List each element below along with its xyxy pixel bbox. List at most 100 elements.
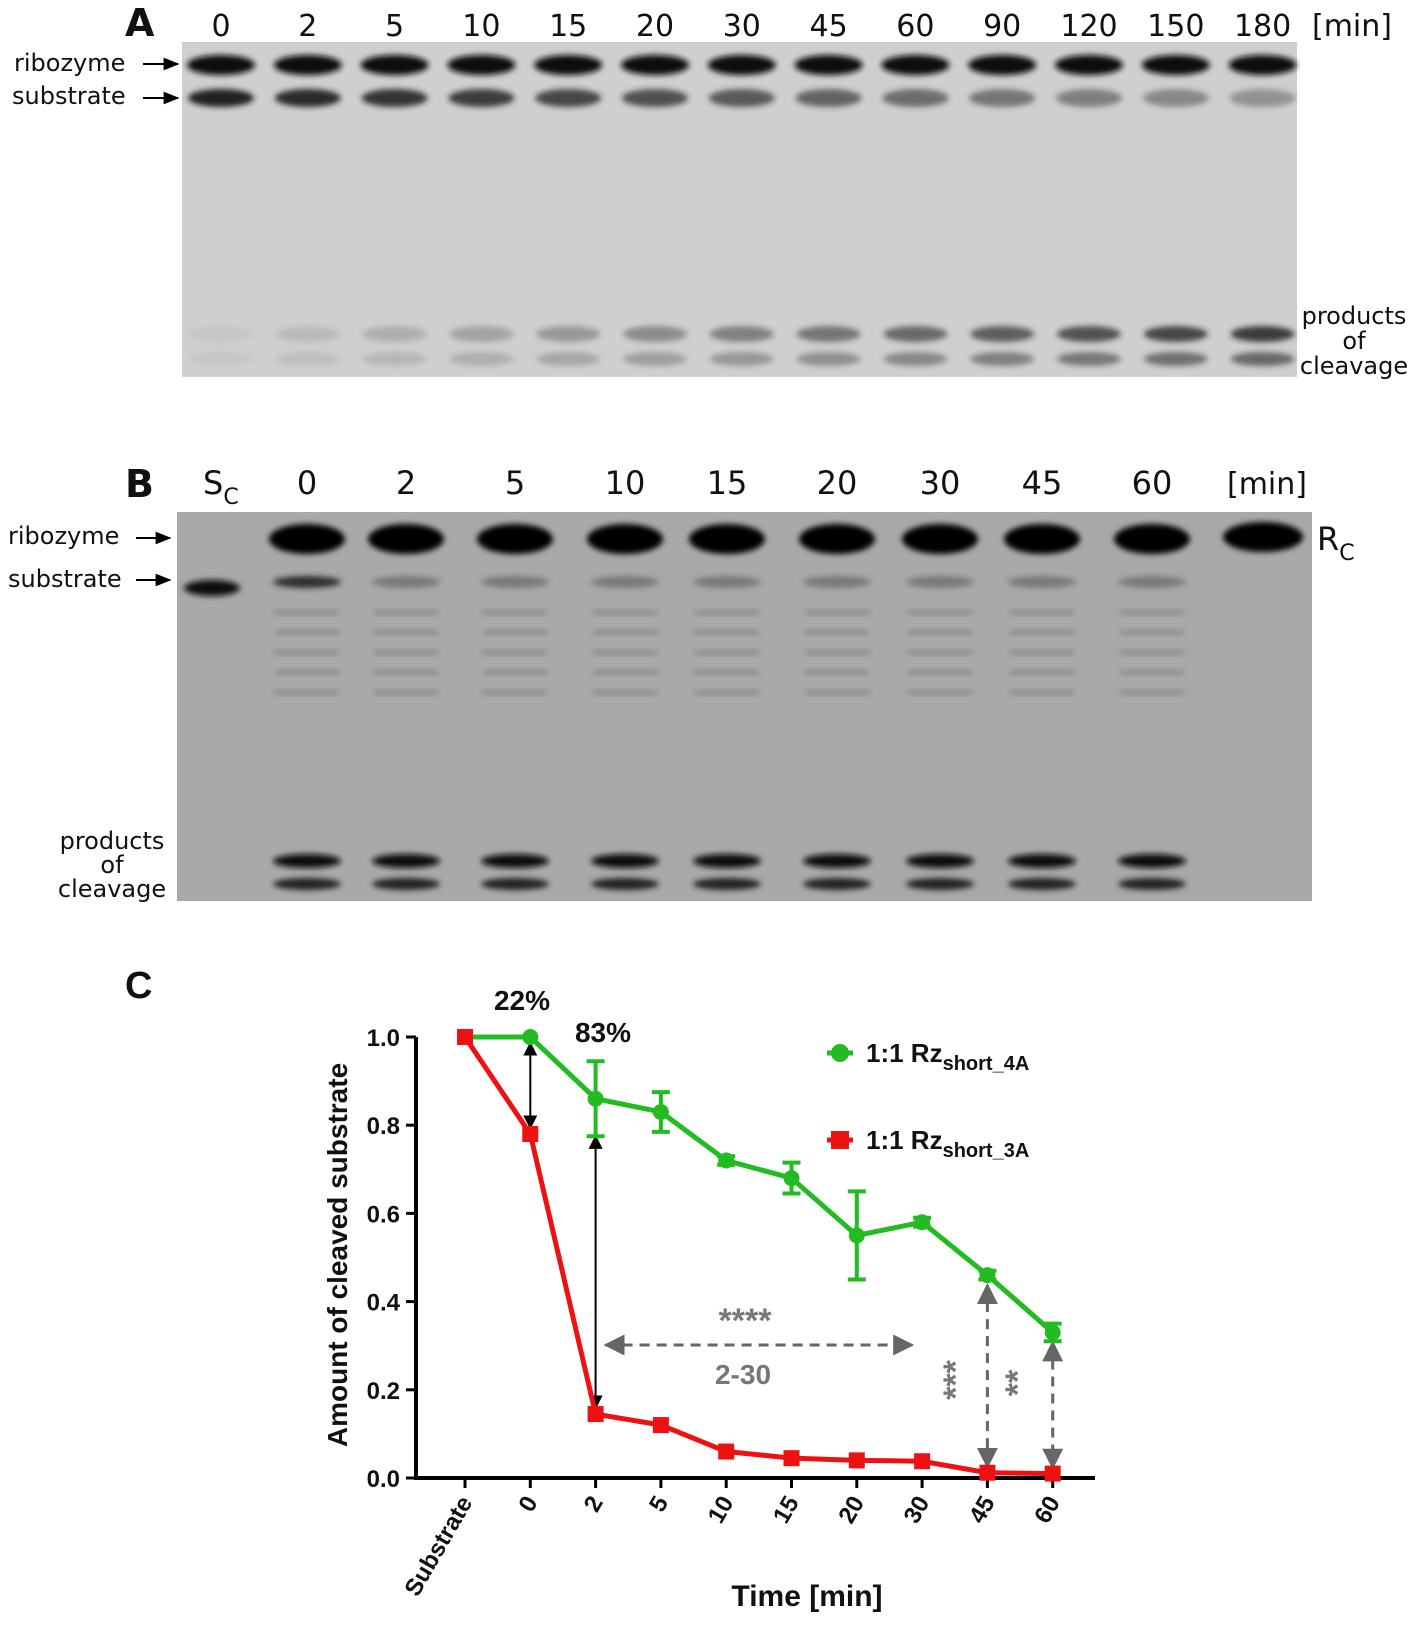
legend-label: 1:1 Rzshort_3A	[866, 1125, 1029, 1162]
band	[481, 854, 549, 868]
band	[587, 524, 663, 554]
band	[374, 690, 438, 695]
band	[591, 878, 659, 890]
chart: 0.0 0.2 0.4 0.6 0.8 1.0 Substrate 0 2 5 10 15 20 30 45…	[367, 985, 1095, 1601]
band	[1120, 610, 1184, 615]
legend-name: 1:1 Rz	[866, 1125, 943, 1155]
marker	[914, 1214, 931, 1231]
band	[908, 610, 972, 615]
band	[1118, 878, 1186, 890]
band	[593, 610, 657, 615]
band	[908, 630, 972, 635]
annotation: 22%	[494, 985, 550, 1016]
band	[1010, 670, 1074, 675]
lane-label: 10	[605, 464, 646, 502]
marker	[1044, 1465, 1061, 1482]
band	[622, 89, 688, 107]
y-tick-label: 0.8	[367, 1113, 400, 1140]
legend-subscript: short_3A	[943, 1140, 1030, 1162]
band	[593, 690, 657, 695]
marker	[718, 1443, 735, 1460]
y-tick-label: 1.0	[367, 1025, 400, 1052]
y-tick-label: 0.4	[367, 1290, 401, 1317]
series-line	[465, 1034, 1055, 1335]
band	[1230, 326, 1295, 342]
band	[273, 55, 342, 75]
lane-label-sub: C	[223, 485, 238, 510]
band	[269, 524, 345, 554]
panel-label: A	[125, 1, 155, 45]
band	[1142, 89, 1209, 107]
panel-label: B	[125, 462, 154, 506]
lane-label: 180	[1234, 9, 1291, 44]
annotation: 83%	[575, 1017, 631, 1048]
band-label: substrate	[12, 82, 126, 110]
band	[695, 610, 759, 615]
marker	[979, 1464, 996, 1481]
lane-label: 15	[549, 9, 587, 44]
band	[969, 89, 1036, 107]
lane-label: 30	[920, 464, 961, 502]
band-label: products	[1302, 302, 1407, 330]
x-tick-label: 5	[644, 1492, 674, 1517]
lane-label: 2	[396, 464, 416, 502]
annotation: 2-30	[715, 1359, 771, 1390]
band	[536, 352, 601, 366]
lane-label: 60	[1132, 464, 1173, 502]
band	[795, 89, 862, 107]
band	[883, 326, 948, 342]
band	[695, 690, 759, 695]
band	[593, 630, 657, 635]
lane-label: 10	[462, 9, 500, 44]
band	[449, 352, 514, 366]
lane-label: 15	[707, 464, 748, 502]
band	[882, 89, 949, 107]
band	[709, 352, 774, 366]
band	[708, 89, 775, 107]
marker	[457, 1029, 473, 1045]
lane-label: 90	[983, 9, 1021, 44]
band	[1010, 630, 1074, 635]
marker	[914, 1453, 931, 1470]
band-label: of	[1342, 327, 1366, 355]
band	[621, 55, 689, 75]
band	[803, 878, 871, 890]
band	[796, 326, 861, 342]
band	[693, 854, 761, 868]
x-tick-label: Substrate	[399, 1492, 478, 1601]
x-tick-label: 20	[833, 1492, 870, 1529]
marker	[979, 1267, 996, 1284]
x-axis-label: Time [min]	[731, 1580, 882, 1613]
band	[803, 854, 871, 868]
band	[477, 524, 553, 554]
y-axis-label: Amount of cleaved substrate	[322, 1063, 353, 1447]
band	[1004, 524, 1080, 554]
band	[273, 854, 341, 868]
band	[534, 55, 603, 75]
band	[709, 326, 774, 342]
lane-label: SC	[203, 464, 239, 510]
band	[275, 630, 339, 635]
x-tick-label: 15	[768, 1492, 805, 1529]
band	[274, 89, 341, 107]
band	[805, 690, 869, 695]
band-label: ribozyme	[14, 49, 125, 77]
band	[374, 650, 438, 655]
band	[1055, 55, 1123, 75]
panel-label: C	[125, 965, 152, 1007]
band	[805, 670, 869, 675]
band	[362, 352, 427, 366]
band	[483, 610, 547, 615]
gel-b-bands	[184, 522, 1303, 890]
band	[372, 576, 440, 588]
band	[1057, 326, 1121, 342]
band	[908, 690, 972, 695]
lane-label: 45	[1022, 464, 1063, 502]
band	[695, 630, 759, 635]
x-tick-label: 60	[1029, 1492, 1066, 1529]
band	[1008, 854, 1076, 868]
lane-label: RC	[1317, 520, 1355, 566]
band	[1114, 524, 1190, 554]
band	[1143, 352, 1208, 366]
